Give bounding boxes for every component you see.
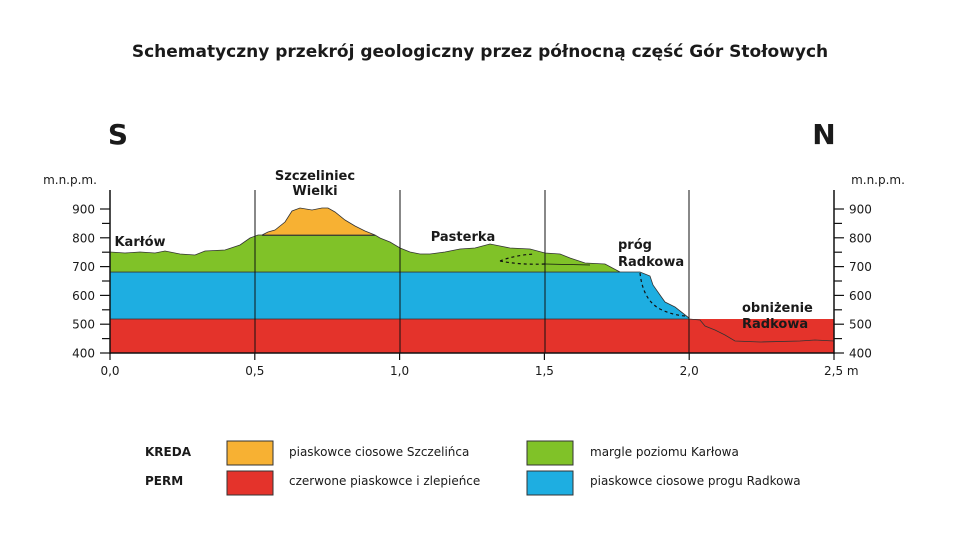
x-tick-label: 0,5 — [245, 364, 264, 378]
y-tick-label-right: 600 — [849, 289, 872, 303]
dashed-fault-line — [499, 253, 536, 262]
label-pasterka: Pasterka — [431, 230, 496, 245]
y-tick-label-right: 700 — [849, 260, 872, 274]
x-tick-label: 2,0 — [680, 364, 699, 378]
y-tick-label-left: 500 — [72, 318, 95, 332]
label-karlow: Karłów — [114, 235, 165, 250]
x-tick-label: 2,5 m — [824, 364, 859, 378]
label-prog-radkowa: Radkowa — [618, 255, 684, 270]
y-tick-label-left: 800 — [72, 231, 95, 245]
y-tick-label-left: 400 — [72, 347, 95, 361]
y-tick-label-left: 700 — [72, 260, 95, 274]
legend-swatch-red — [226, 470, 274, 496]
y-unit-right: m.n.p.m. — [851, 173, 905, 187]
label-szczeliniec: Szczeliniec — [275, 169, 355, 184]
layer-red-slope — [689, 319, 834, 353]
legend-swatch-blue — [526, 470, 574, 496]
diagram-title: Schematyczny przekrój geologiczny przez … — [132, 42, 828, 62]
layer-karlow-marls — [109, 234, 621, 273]
y-tick-label-right: 400 — [849, 347, 872, 361]
y-tick-label-right: 500 — [849, 318, 872, 332]
legend: KREDA PERM piaskowce ciosowe Szczelińca … — [145, 440, 801, 496]
y-unit-left: m.n.p.m. — [43, 173, 97, 187]
legend-label: piaskowce ciosowe Szczelińca — [289, 445, 469, 459]
dashed-rockfall-line — [639, 272, 686, 317]
y-tick-label-left: 900 — [72, 203, 95, 217]
x-tick-label: 0,0 — [100, 364, 119, 378]
label-szczeliniec-wielki: Wielki — [292, 184, 337, 199]
legend-label: czerwone piaskowce i zlepieńce — [289, 474, 480, 488]
label-prog: próg — [618, 238, 652, 253]
label-obnizenie-radkowa: Radkowa — [742, 317, 808, 332]
y-tick-label-right: 900 — [849, 203, 872, 217]
legend-label: margle poziomu Karłowa — [590, 445, 739, 459]
legend-kreda: KREDA — [145, 445, 192, 459]
direction-north: N — [812, 118, 835, 151]
axes — [109, 190, 835, 354]
legend-swatch-orange — [226, 440, 274, 466]
legend-label: piaskowce ciosowe progu Radkowa — [590, 474, 801, 488]
x-tick-label: 1,0 — [390, 364, 409, 378]
legend-swatch-green — [526, 440, 574, 466]
direction-south: S — [108, 118, 128, 151]
layer-szczeliniec-sandstone — [261, 207, 376, 236]
y-tick-label-left: 600 — [72, 289, 95, 303]
legend-perm: PERM — [145, 474, 183, 488]
y-tick-label-right: 800 — [849, 231, 872, 245]
x-tick-label: 1,5 — [535, 364, 554, 378]
label-obnizenie: obniżenie — [742, 301, 813, 316]
